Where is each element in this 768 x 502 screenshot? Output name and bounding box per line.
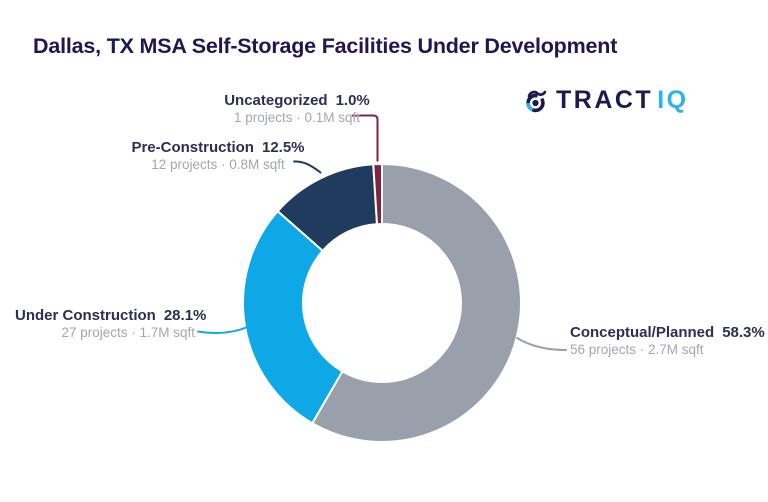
segment-pct-under-construction: 28.1% [163,307,207,324]
tractiq-aperture-icon [526,90,547,113]
tractiq-logo: TRACT IQ [524,86,689,114]
leader-line-uncategorized [352,114,379,162]
leader-line-pre-construction [293,160,322,174]
donut-segment-uncategorized[interactable] [372,162,383,226]
page-title: Dallas, TX MSA Self-Storage Facilities U… [33,34,618,58]
segment-label-conceptual-planned: Conceptual/Planned [570,324,715,341]
segment-pct-pre-construction: 12.5% [261,139,305,156]
segment-label-under-construction: Under Construction [15,307,156,324]
segment-detail-under-construction: 27 projects · 1.7M sqft [61,325,195,340]
donut-segment-under-construction[interactable] [242,210,344,425]
segment-pct-uncategorized: 1.0% [335,92,370,109]
donut-segment-conceptual-planned[interactable] [311,163,522,443]
segment-detail-pre-construction: 12 projects · 0.8M sqft [151,157,285,172]
segment-label-uncategorized: Uncategorized [224,92,328,109]
donut-segments-group [242,162,522,443]
segment-detail-conceptual-planned: 56 projects · 2.7M sqft [570,342,704,357]
leader-line-conceptual-planned [516,337,567,351]
leader-line-under-construction [197,326,247,335]
segment-detail-uncategorized: 1 projects · 0.1M sqft [233,110,361,125]
logo-text-secondary: IQ [657,85,689,114]
callout-conceptual-planned: Conceptual/Planned 58.3% 56 projects · 2.… [570,324,768,358]
callout-pre-construction: Pre-Construction 12.5% 12 projects · 0.8M… [108,139,328,173]
segment-pct-conceptual-planned: 58.3% [722,324,765,341]
segment-label-pre-construction: Pre-Construction [131,139,254,156]
callout-under-construction: Under Construction 28.1% 27 projects · 1.… [15,307,206,341]
logo-text-primary: TRACT [556,85,654,114]
callout-uncategorized: Uncategorized 1.0% 1 projects · 0.1M sqft [187,92,407,126]
